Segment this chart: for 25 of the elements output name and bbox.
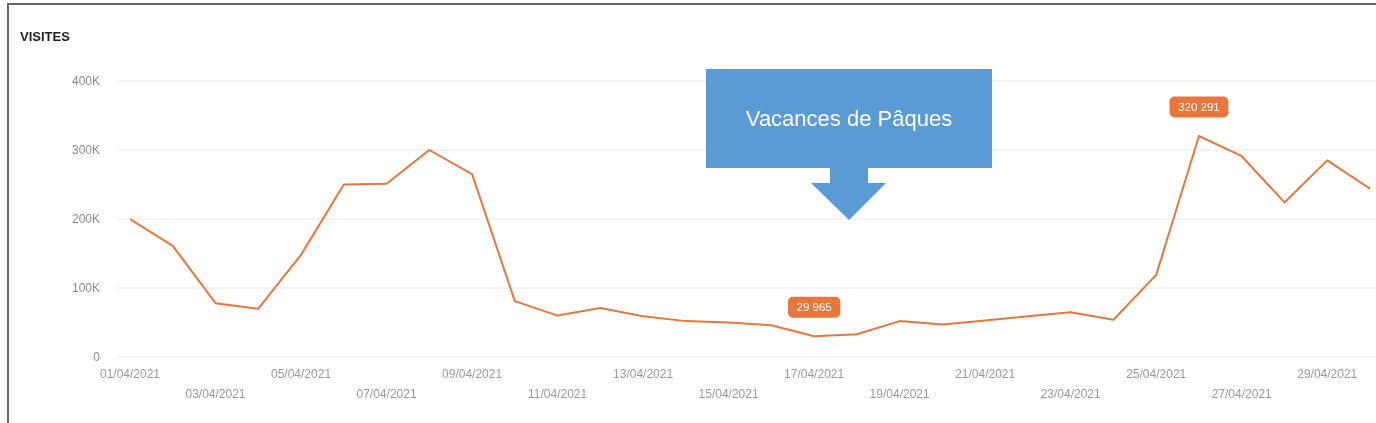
y-tick-label: 300K xyxy=(71,143,100,158)
y-tick-label: 200K xyxy=(71,212,100,227)
x-tick-label: 01/04/2021 xyxy=(99,367,161,381)
x-tick-label: 15/04/2021 xyxy=(698,387,759,401)
x-tick-label: 05/04/2021 xyxy=(271,367,332,381)
data-label: 320 291 xyxy=(1178,101,1220,113)
y-tick-label: 100K xyxy=(71,281,100,296)
y-tick-label: 0 xyxy=(93,350,101,365)
x-tick-label: 29/04/2021 xyxy=(1297,367,1358,381)
x-tick-label: 17/04/2021 xyxy=(784,367,845,381)
chart-title: VISITES xyxy=(20,29,70,45)
annotation: Vacances de Pâques xyxy=(744,104,954,133)
x-tick-label: 23/04/2021 xyxy=(1040,387,1102,401)
x-tick-label: 09/04/2021 xyxy=(442,367,503,381)
x-tick-label: 07/04/2021 xyxy=(356,387,417,401)
x-tick-label: 21/04/2021 xyxy=(955,367,1016,381)
x-tick-label: 19/04/2021 xyxy=(869,387,931,401)
y-tick-label: 400K xyxy=(71,74,100,89)
x-tick-label: 03/04/2021 xyxy=(185,387,246,401)
data-label: 29 965 xyxy=(796,301,832,314)
x-tick-label: 27/04/2021 xyxy=(1211,387,1273,401)
line-series xyxy=(130,135,1370,338)
x-tick-label: 25/04/2021 xyxy=(1126,367,1187,381)
x-tick-label: 13/04/2021 xyxy=(613,367,674,381)
x-tick-label: 11/04/2021 xyxy=(528,387,588,401)
